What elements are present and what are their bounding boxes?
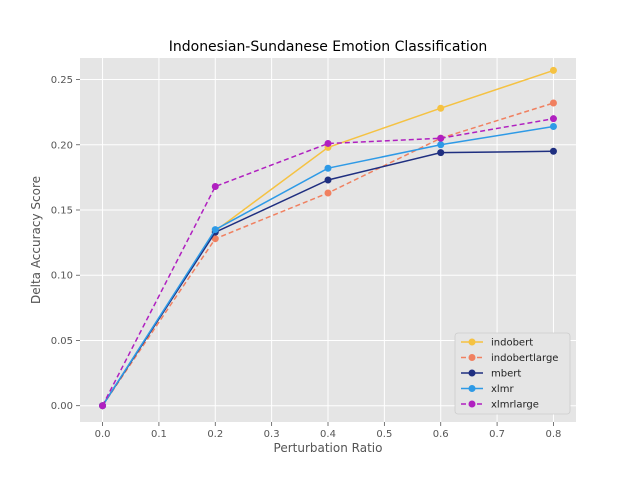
y-tick-label: 0.10 <box>51 271 73 282</box>
legend-label-indobert: indobert <box>491 338 533 349</box>
legend-marker-indobertlarge <box>468 354 476 361</box>
chart-title: Indonesian-Sundanese Emotion Classificat… <box>169 39 488 55</box>
data-point-indobert <box>549 66 557 74</box>
y-tick-label: 0.00 <box>51 401 73 412</box>
data-point-mbert <box>437 149 445 157</box>
y-axis-title: Delta Accuracy Score <box>29 176 43 304</box>
data-point-indobert <box>437 104 445 112</box>
legend-label-indobertlarge: indobertlarge <box>491 353 558 364</box>
data-point-indobertlarge <box>211 235 219 243</box>
legend-label-xlmrlarge: xlmrlarge <box>491 400 539 411</box>
data-point-xlmr <box>324 164 332 172</box>
legend-label-mbert: mbert <box>491 369 521 380</box>
data-point-indobertlarge <box>324 189 332 197</box>
data-point-xlmrlarge <box>549 115 557 123</box>
series-line-xlmrlarge <box>101 117 554 407</box>
data-point-mbert <box>324 176 332 184</box>
legend-marker-xlmr <box>468 385 476 392</box>
data-point-indobertlarge <box>549 99 557 107</box>
y-tick-label: 0.20 <box>51 140 73 151</box>
data-point-xlmrlarge <box>437 134 445 142</box>
legend-marker-mbert <box>468 369 476 377</box>
legend-box <box>454 332 571 415</box>
legend-marker-indobert <box>468 338 476 346</box>
x-axis-title: Perturbation Ratio <box>274 441 383 455</box>
data-point-xlmrlarge <box>211 183 219 191</box>
x-tick-label: 0.1 <box>151 429 167 440</box>
legend-marker-xlmrlarge <box>468 400 476 408</box>
x-tick-label: 0.8 <box>546 429 562 440</box>
data-point-xlmrlarge <box>99 402 107 410</box>
y-tick-label: 0.05 <box>51 336 73 347</box>
x-tick-label: 0.7 <box>489 429 505 440</box>
y-tick-label: 0.15 <box>51 205 73 216</box>
data-point-xlmr <box>211 226 219 234</box>
x-tick-label: 0.2 <box>207 429 223 440</box>
x-tick-label: 0.4 <box>320 429 336 440</box>
axis-ticks: 0.0 0.1 0.2 0.3 0.4 0.5 0.6 0.7 0.8 0.00 0.05 0.10 0… <box>51 75 562 440</box>
data-point-xlmr <box>549 122 557 130</box>
legend-label-xlmr: xlmr <box>491 384 514 395</box>
x-tick-label: 0.5 <box>376 429 392 440</box>
data-point-xlmr <box>437 141 445 149</box>
legend: indobert indobertlarge mbert xlmr xlmrlarge <box>454 332 571 415</box>
x-tick-label: 0.6 <box>433 429 449 440</box>
series-lines <box>99 66 557 410</box>
x-tick-label: 0.3 <box>264 429 280 440</box>
data-point-mbert <box>549 147 557 155</box>
y-tick-label: 0.25 <box>51 75 73 86</box>
data-point-xlmrlarge <box>324 139 332 147</box>
x-tick-label: 0.0 <box>95 429 111 440</box>
